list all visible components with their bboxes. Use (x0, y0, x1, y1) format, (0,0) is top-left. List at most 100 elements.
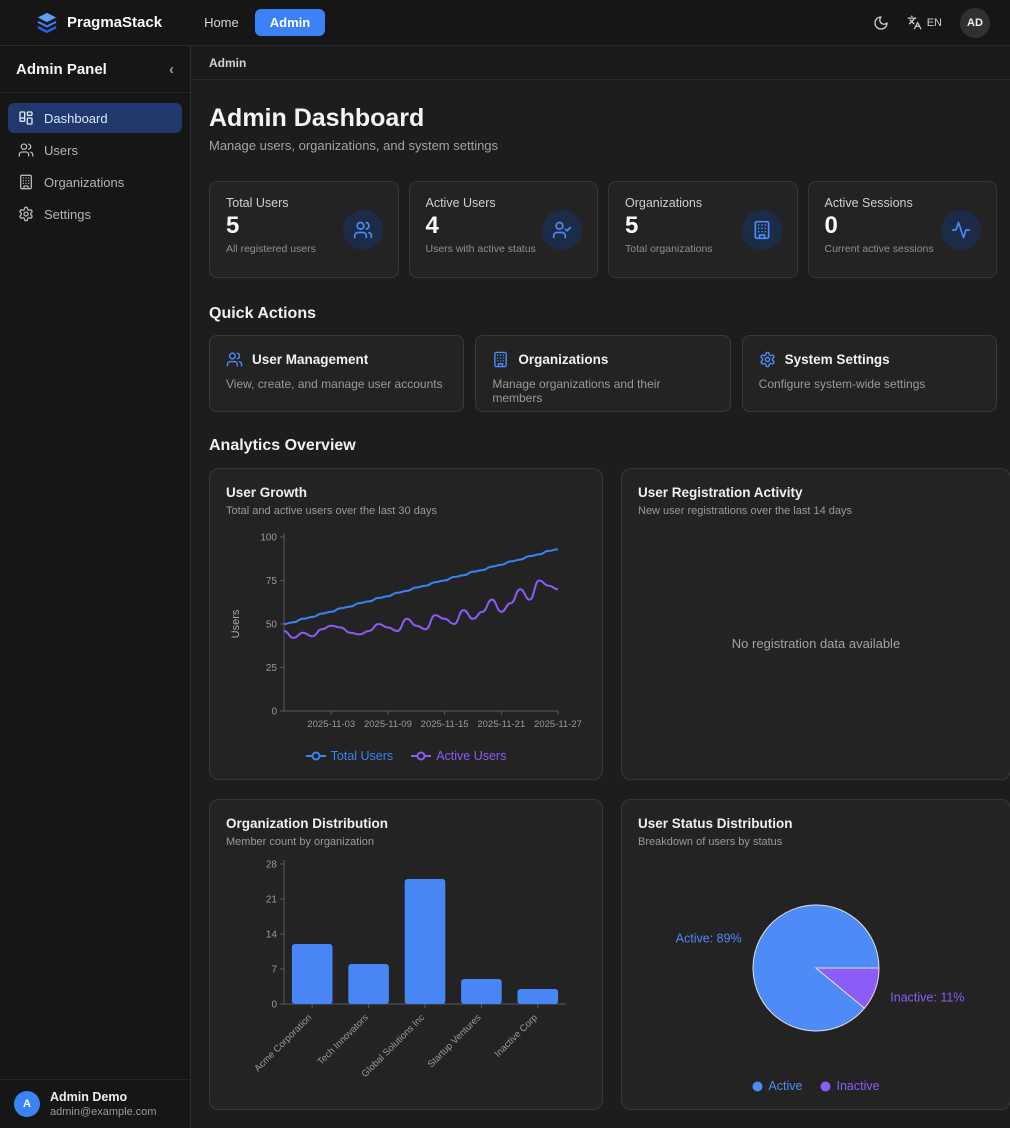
nav-link-home[interactable]: Home (204, 15, 239, 30)
svg-text:14: 14 (266, 930, 278, 941)
svg-text:Inactive Corp: Inactive Corp (493, 1012, 540, 1059)
stat-label: Active Sessions (824, 196, 913, 210)
sidebar-item-users[interactable]: Users (8, 135, 182, 165)
quick-actions-row: User Management View, create, and manage… (209, 335, 997, 412)
legend-item: Active (752, 1079, 802, 1093)
action-description: View, create, and manage user accounts (226, 377, 443, 391)
action-description: Manage organizations and their members (492, 377, 661, 405)
svg-text:Inactive: 11%: Inactive: 11% (890, 990, 964, 1004)
sidebar-item-organizations[interactable]: Organizations (8, 167, 182, 197)
sidebar-item-label: Organizations (44, 174, 125, 190)
quick-actions-heading: Quick Actions (209, 305, 316, 322)
sidebar-user-card[interactable]: A Admin Demo admin@example.com (0, 1079, 190, 1128)
chart-title: Organization Distribution (226, 816, 388, 831)
chart-title: User Growth (226, 485, 308, 500)
svg-text:2025-11-03: 2025-11-03 (307, 719, 355, 730)
svg-text:0: 0 (271, 1000, 277, 1011)
dashboard-icon (18, 110, 34, 126)
gear-icon (759, 351, 776, 368)
main-area: Admin Admin Dashboard Manage users, orga… (191, 46, 1010, 1128)
action-card-user-management[interactable]: User Management View, create, and manage… (209, 335, 465, 412)
sidebar-item-dashboard[interactable]: Dashboard (8, 103, 182, 133)
stat-value: 0 (824, 212, 838, 239)
chart-title: User Status Distribution (638, 816, 793, 831)
user-avatar[interactable]: AD (960, 7, 990, 38)
stat-label: Total Users (226, 196, 289, 210)
users-icon (342, 209, 383, 250)
svg-text:100: 100 (260, 533, 277, 544)
svg-text:0: 0 (271, 707, 277, 718)
stat-value: 4 (425, 212, 439, 239)
user-status-legend: Active Inactive (638, 1079, 994, 1093)
language-switcher[interactable]: EN (907, 15, 942, 30)
layers-logo-icon (36, 12, 58, 34)
nav-link-admin[interactable]: Admin (254, 9, 326, 36)
users-icon (226, 351, 243, 368)
action-description: Configure system-wide settings (758, 377, 926, 391)
svg-text:75: 75 (266, 576, 278, 587)
user-status-pie-chart: Active: 89% Inactive: 11% (676, 904, 964, 1031)
breadcrumb: Admin (191, 46, 1010, 80)
sidebar-collapse-button[interactable]: ‹ (169, 60, 174, 78)
navbar-right: EN AD (873, 7, 990, 38)
legend-item: Active Users (411, 749, 506, 763)
gear-icon (18, 206, 34, 222)
sidebar-item-label: Settings (44, 206, 91, 222)
svg-text:Global Solutions Inc: Global Solutions Inc (360, 1012, 428, 1080)
chart-title: User Registration Activity (638, 485, 803, 500)
user-initial-avatar: A (14, 1091, 40, 1117)
analytics-heading: Analytics Overview (209, 437, 356, 454)
stat-description: Total organizations (625, 243, 713, 255)
legend-item: Total Users (305, 749, 393, 763)
svg-text:2025-11-21: 2025-11-21 (477, 719, 525, 730)
charts-grid: User Growth Total and active users over … (209, 468, 1010, 1110)
user-check-icon (542, 209, 582, 250)
svg-text:25: 25 (266, 663, 278, 674)
stat-label: Active Users (425, 196, 496, 210)
building-icon (741, 209, 782, 250)
building-icon (492, 351, 509, 368)
stat-value: 5 (226, 212, 240, 239)
sidebar-item-label: Users (44, 142, 78, 158)
action-card-system-settings[interactable]: System Settings Configure system-wide se… (741, 335, 997, 412)
svg-text:Users: Users (230, 609, 242, 638)
svg-text:50: 50 (266, 620, 278, 631)
languages-icon (907, 15, 922, 30)
stat-description: Users with active status (425, 243, 536, 255)
page-title: Admin Dashboard (209, 104, 425, 132)
sidebar-item-settings[interactable]: Settings (8, 199, 182, 229)
user-growth-legend: Total Users Active Users (226, 749, 586, 763)
svg-text:2025-11-15: 2025-11-15 (421, 719, 469, 730)
brand-name: PragmaStack (67, 14, 163, 31)
svg-text:Startup Ventures: Startup Ventures (426, 1012, 484, 1070)
user-email: admin@example.com (50, 1106, 157, 1118)
chart-subtitle: Total and active users over the last 30 … (226, 505, 437, 517)
svg-text:Active: 89%: Active: 89% (676, 931, 742, 945)
language-label: EN (926, 16, 942, 29)
stat-description: All registered users (226, 243, 316, 255)
user-name: Admin Demo (50, 1090, 128, 1104)
svg-text:Acme Corporation: Acme Corporation (252, 1012, 314, 1074)
chart-subtitle: New user registrations over the last 14 … (638, 505, 852, 517)
sidebar-title: Admin Panel (16, 60, 107, 78)
action-title: User Management (252, 352, 369, 367)
svg-text:2025-11-27: 2025-11-27 (534, 719, 582, 730)
empty-state-message: No registration data available (731, 635, 901, 651)
chart-subtitle: Member count by organization (226, 836, 374, 848)
stats-row: Total Users 5 All registered users Activ… (209, 181, 997, 278)
moon-icon (873, 15, 889, 31)
sidebar-nav: Dashboard Users Organizations Settings (0, 93, 190, 239)
breadcrumb-item-admin[interactable]: Admin (209, 55, 247, 70)
theme-toggle-button[interactable] (873, 15, 889, 31)
org-distribution-card: Organization Distribution Member count b… (209, 799, 603, 1110)
stat-card-total-users: Total Users 5 All registered users (209, 181, 399, 278)
stat-card-active-sessions: Active Sessions 0 Current active session… (807, 181, 997, 278)
chart-subtitle: Breakdown of users by status (638, 836, 783, 848)
action-card-organizations[interactable]: Organizations Manage organizations and t… (475, 335, 731, 412)
svg-text:2025-11-09: 2025-11-09 (364, 719, 412, 730)
stat-label: Organizations (625, 196, 703, 210)
brand[interactable]: PragmaStack (36, 12, 162, 34)
page-subtitle: Manage users, organizations, and system … (209, 138, 499, 153)
action-title: Organizations (518, 352, 609, 367)
svg-text:28: 28 (266, 860, 278, 871)
